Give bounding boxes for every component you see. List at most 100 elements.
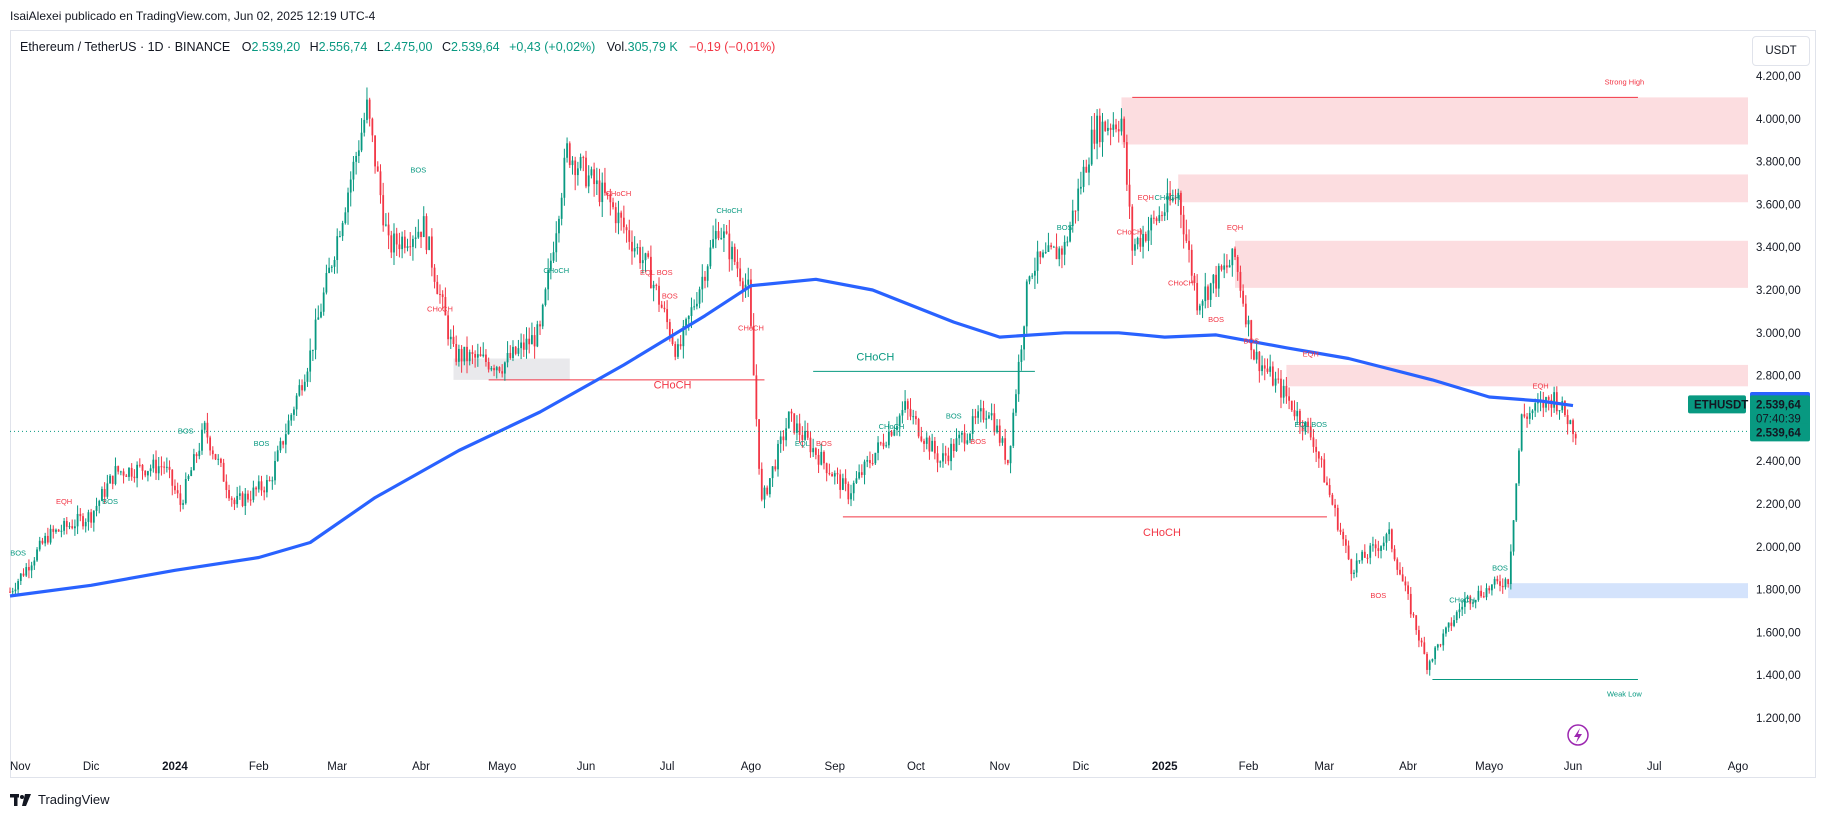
- candle-body: [1431, 659, 1434, 662]
- structure-annotation: BOS: [1057, 223, 1073, 232]
- candle-body: [1455, 612, 1458, 621]
- candle-body: [1107, 127, 1109, 131]
- change-value: +0,43 (+0,02%): [509, 40, 596, 54]
- structure-annotation: EQL BOS: [640, 268, 673, 277]
- candle-body: [571, 160, 574, 166]
- candle-body: [517, 348, 520, 354]
- y-tick-label: 3.800,00: [1756, 157, 1801, 169]
- supply-zone: [1121, 97, 1748, 145]
- candle-body: [560, 197, 563, 219]
- candle-body: [393, 233, 395, 253]
- candle-body: [650, 256, 652, 289]
- y-tick-label: 1.600,00: [1756, 627, 1801, 639]
- price-axis[interactable]: 1.200,00 1.400,00 1.600,00 1.800,00 2.000,00…: [1756, 71, 1801, 725]
- candle-body: [1063, 241, 1066, 255]
- candle-body: [1374, 544, 1377, 549]
- volume-value: 305,79 K: [627, 40, 678, 54]
- candle-body: [449, 336, 452, 340]
- x-tick-label: Abr: [412, 761, 430, 773]
- candle-body: [1125, 142, 1128, 185]
- x-tick-label: Nov: [10, 761, 31, 773]
- candle-body: [1536, 402, 1539, 404]
- candle-body: [271, 480, 274, 482]
- candle-body: [447, 315, 449, 340]
- candle-body: [1363, 551, 1366, 558]
- candle-body: [1034, 270, 1036, 276]
- y-tick-label: 2.000,00: [1756, 542, 1801, 554]
- candle-body: [1239, 271, 1242, 291]
- candle-body: [939, 461, 942, 463]
- candle-body: [901, 410, 904, 416]
- candle-body: [752, 325, 755, 376]
- candle-body: [647, 253, 650, 257]
- candle-body: [506, 352, 509, 363]
- time-axis[interactable]: Nov Dic 2024 Feb Mar Abr Mayo Jun Jul Ago Sep Oct No…: [10, 761, 1748, 773]
- candle-body: [755, 375, 758, 420]
- candle-body: [974, 416, 977, 418]
- candle-body: [796, 423, 798, 433]
- candle-body: [833, 473, 836, 477]
- candle-body: [1442, 633, 1445, 646]
- candle-body: [119, 471, 122, 473]
- candle-body: [1328, 485, 1331, 495]
- candle-body: [349, 179, 352, 193]
- candle-body: [320, 311, 322, 318]
- candle-body: [812, 448, 815, 453]
- candle-body: [414, 237, 417, 239]
- high-value: 2.556,74: [318, 40, 368, 54]
- candle-body: [1152, 217, 1155, 219]
- candle-body: [942, 453, 944, 462]
- candle-body: [1480, 590, 1482, 597]
- close-label: C: [441, 40, 451, 54]
- candle-body: [84, 521, 87, 527]
- candle-body: [330, 266, 333, 268]
- zone-layer: [453, 97, 1748, 599]
- candle-body: [1115, 124, 1117, 130]
- candle-body: [1344, 539, 1347, 546]
- candle-body: [390, 235, 393, 253]
- candle-body: [809, 437, 812, 453]
- candle-body: [1342, 531, 1345, 540]
- structure-annotation: BOS: [816, 439, 832, 448]
- candle-body: [1069, 226, 1071, 242]
- candle-body: [1566, 415, 1569, 425]
- candle-body: [1050, 245, 1053, 248]
- candle-body: [382, 195, 385, 226]
- candle-body: [574, 160, 577, 176]
- candle-body: [893, 429, 896, 436]
- currency-button[interactable]: USDT: [1752, 36, 1810, 66]
- candle-body: [695, 303, 698, 307]
- x-tick-label: 2024: [162, 761, 188, 773]
- candle-body: [917, 419, 920, 437]
- candle-body: [655, 284, 658, 286]
- candle-body: [912, 416, 915, 418]
- candle-body: [1523, 414, 1526, 417]
- structure-line-layer: [488, 96, 1638, 680]
- structure-annotation: CHoCH: [1154, 193, 1180, 202]
- candle-body: [433, 267, 436, 282]
- high-label: H: [309, 40, 319, 54]
- x-tick-label: Oct: [907, 761, 926, 773]
- flash-icon[interactable]: [1567, 724, 1589, 746]
- candle-body: [877, 442, 879, 453]
- candle-body: [514, 346, 517, 354]
- candle-body: [1288, 396, 1290, 401]
- candle-body: [306, 371, 309, 382]
- candle-body: [860, 472, 863, 475]
- footer-brand[interactable]: TradingView: [10, 792, 110, 807]
- candle-body: [1339, 529, 1342, 532]
- candle-body: [787, 411, 790, 429]
- candle-body: [1426, 653, 1428, 670]
- candle-body: [1512, 520, 1515, 552]
- candle-body: [844, 478, 847, 484]
- candle-body: [555, 233, 558, 253]
- candle-body: [552, 252, 555, 261]
- structure-annotation: CHoCH: [1449, 595, 1475, 604]
- candle-body: [1120, 118, 1123, 132]
- candle-body: [971, 416, 974, 434]
- symbol-title[interactable]: Ethereum / TetherUS · 1D · BINANCE: [20, 40, 231, 54]
- candle-body: [1515, 483, 1518, 521]
- candle-body: [1290, 400, 1293, 411]
- candle-body: [1226, 265, 1228, 268]
